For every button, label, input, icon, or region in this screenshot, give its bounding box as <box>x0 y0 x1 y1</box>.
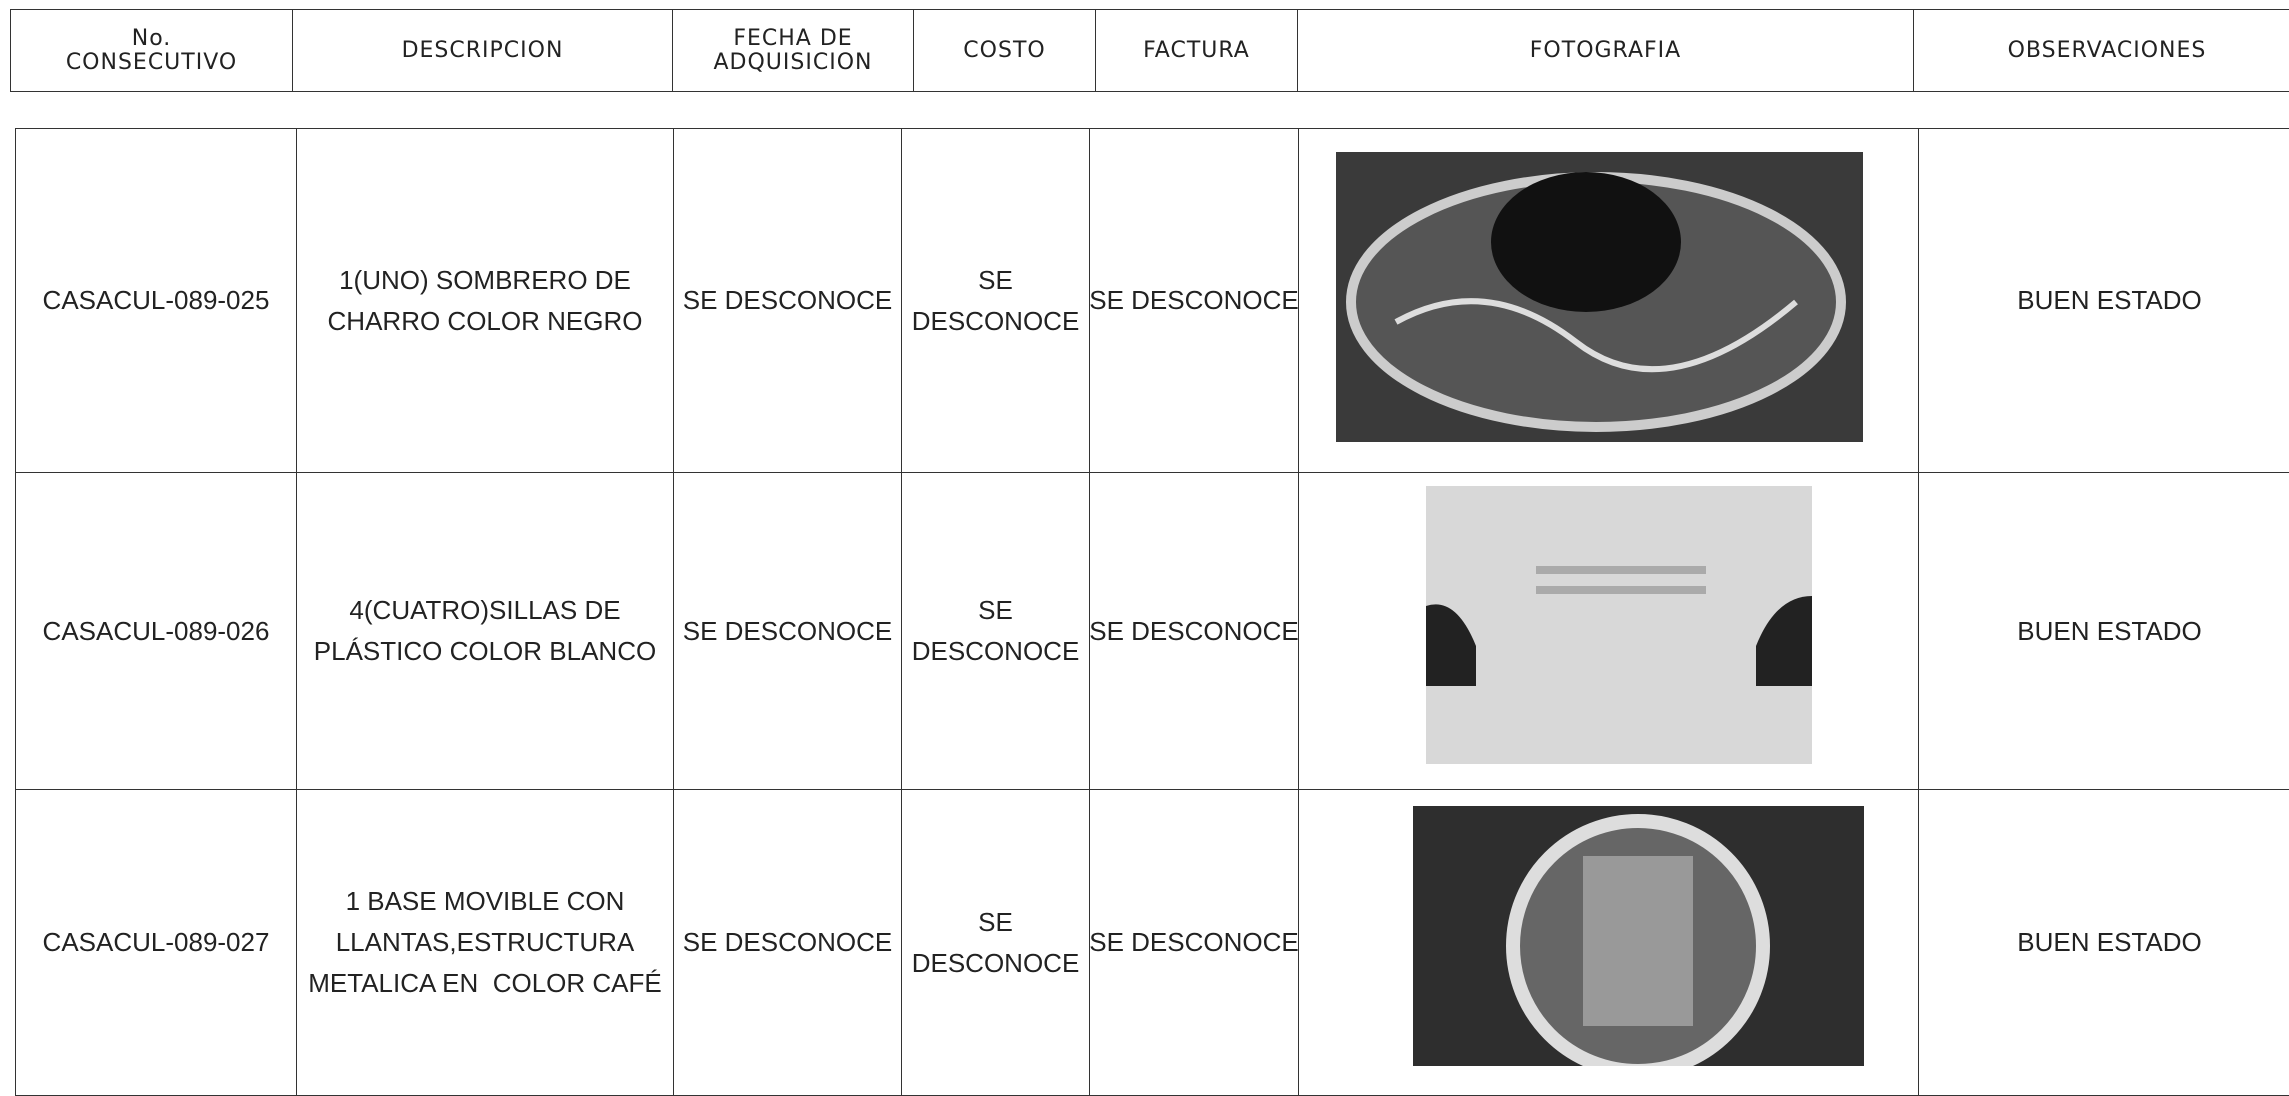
body-cell: SE DESCONOCE <box>673 472 902 790</box>
text-line: FACTURA <box>1143 37 1250 63</box>
text-line: COSTO <box>963 37 1046 63</box>
body-cell: SE DESCONOCE <box>901 472 1090 790</box>
header-cell: No. CONSECUTIVO <box>10 9 293 92</box>
text-line: SE DESCONOCE <box>682 285 893 315</box>
text-line: CASACUL-089-026 <box>42 615 270 646</box>
body-cell: SE DESCONOCE <box>1089 472 1299 790</box>
body-cell: CASACUL-089-025 <box>15 128 297 473</box>
text-line: BUEN ESTADO <box>2017 927 2202 957</box>
text-line: DESCONOCE <box>911 947 1080 978</box>
text-line: CASACUL-089-027 <box>42 927 270 957</box>
photo <box>1426 486 1812 764</box>
text-line: SE DESCONOCE <box>1089 615 1299 646</box>
text-line: BUEN ESTADO <box>2017 615 2202 646</box>
text-line: METALICA EN COLOR CAFÉ <box>308 968 662 998</box>
body-cell: 1 BASE MOVIBLE CON LLANTAS,ESTRUCTURA META… <box>296 789 674 1096</box>
text-line: PLÁSTICO COLOR BLANCO <box>313 636 657 666</box>
body-cell: 4(CUATRO)SILLAS DE PLÁSTICO COLOR BLANCO <box>296 472 674 790</box>
body-cell: SE DESCONOCE <box>901 128 1090 473</box>
text-line: DESCONOCE <box>911 636 1080 666</box>
text-line: CHARRO COLOR NEGRO <box>327 305 643 336</box>
text-line: SE DESCONOCE <box>682 927 893 957</box>
text-line: SE DESCONOCE <box>1089 927 1299 957</box>
text-line: CONSECUTIVO <box>65 49 238 75</box>
header-cell: FECHA DE ADQUISICION <box>672 9 914 92</box>
header-cell: DESCRIPCION <box>292 9 673 92</box>
text-line: SE DESCONOCE <box>682 615 893 646</box>
photo <box>1336 152 1863 442</box>
body-cell: BUEN ESTADO <box>1918 789 2289 1096</box>
text-line: ADQUISICION <box>713 49 873 75</box>
text-line: FECHA DE <box>733 25 853 51</box>
text-line: 1(UNO) SOMBRERO DE <box>339 264 631 295</box>
header-cell: FACTURA <box>1095 9 1298 92</box>
text-line: BUEN ESTADO <box>2017 285 2202 315</box>
text-line: CASACUL-089-025 <box>42 285 270 315</box>
body-cell: BUEN ESTADO <box>1918 472 2289 790</box>
text-line: FOTOGRAFIA <box>1529 37 1682 63</box>
photo-silla <box>1426 486 1812 764</box>
page: No. CONSECUTIVO DESCRIPCION FECHA DE ADQUISI… <box>10 9 2289 1096</box>
text-line: 1 BASE MOVIBLE CON <box>345 886 625 916</box>
text-line: DESCONOCE <box>911 305 1080 336</box>
body-cell: SE DESCONOCE <box>1089 789 1299 1096</box>
header-cell: COSTO <box>913 9 1096 92</box>
body-cell: CASACUL-089-027 <box>15 789 297 1096</box>
text-line: SE <box>978 906 1013 937</box>
body-cell: SE DESCONOCE <box>1089 128 1299 473</box>
body-cell: SE DESCONOCE <box>901 789 1090 1096</box>
text-line: SE <box>978 595 1013 625</box>
body-cell: CASACUL-089-026 <box>15 472 297 790</box>
header-cell: OBSERVACIONES <box>1913 9 2289 92</box>
header-cell: FOTOGRAFIA <box>1297 9 1914 92</box>
text-line: 4(CUATRO)SILLAS DE <box>349 595 621 625</box>
text-line: DESCRIPCION <box>401 37 564 63</box>
photo-base <box>1506 814 1770 1066</box>
body-cell: 1(UNO) SOMBRERO DE CHARRO COLOR NEGRO <box>296 128 674 473</box>
body-cell: SE DESCONOCE <box>673 789 902 1096</box>
body-cell: SE DESCONOCE <box>673 128 902 473</box>
photo <box>1413 806 1864 1066</box>
text-line: OBSERVACIONES <box>2007 37 2207 63</box>
text-line: No. <box>131 25 172 51</box>
text-line: SE DESCONOCE <box>1089 285 1299 315</box>
text-line: SE <box>978 264 1013 295</box>
text-line: LLANTAS,ESTRUCTURA <box>335 927 635 957</box>
photo-sombrero <box>1346 172 1846 432</box>
body-cell: BUEN ESTADO <box>1918 128 2289 473</box>
